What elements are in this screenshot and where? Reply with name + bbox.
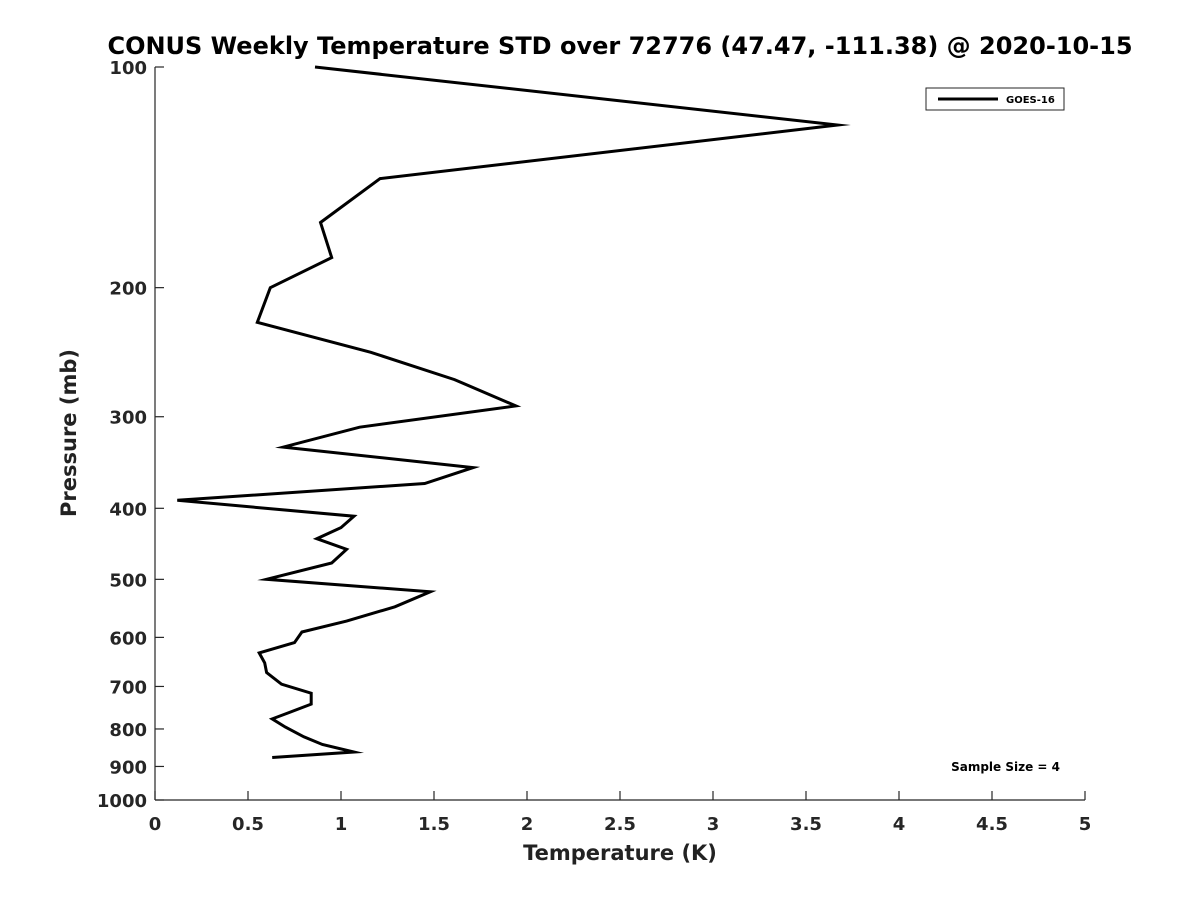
- x-tick-label: 4: [893, 814, 906, 835]
- x-tick-label: 0.5: [232, 814, 264, 835]
- y-tick-label: 500: [109, 570, 147, 591]
- x-tick-label: 5: [1079, 814, 1092, 835]
- series-line-goes-16: [177, 65, 851, 759]
- x-ticks: 0 0.5 1 1.5 2 2.5 3 3.5 4 4.5 5: [149, 791, 1092, 835]
- y-tick-label: 1000: [97, 791, 147, 812]
- y-tick-label: 300: [109, 408, 147, 429]
- legend-entry-goes-16: GOES-16: [1006, 95, 1055, 106]
- x-tick-label: 4.5: [976, 814, 1008, 835]
- x-tick-label: 1.5: [418, 814, 450, 835]
- y-tick-label: 800: [109, 720, 147, 741]
- y-tick-label: 900: [109, 757, 147, 778]
- series-layer: [177, 65, 851, 759]
- x-tick-label: 2: [521, 814, 534, 835]
- y-tick-label: 200: [109, 279, 147, 300]
- y-ticks: 100 200 300 400 500 600 700 800 900 1000: [97, 58, 164, 812]
- sample-size-annotation: Sample Size = 4: [951, 760, 1060, 774]
- y-axis-label: Pressure (mb): [57, 349, 81, 517]
- x-tick-label: 0: [149, 814, 162, 835]
- y-tick-label: 400: [109, 499, 147, 520]
- y-tick-label: 700: [109, 677, 147, 698]
- y-tick-label: 600: [109, 628, 147, 649]
- y-tick-label: 100: [109, 58, 147, 79]
- chart-title: CONUS Weekly Temperature STD over 72776 …: [107, 32, 1132, 60]
- legend: GOES-16: [925, 87, 1065, 111]
- axes: [154, 67, 1085, 801]
- x-axis-label: Temperature (K): [523, 841, 717, 865]
- x-tick-label: 3: [707, 814, 720, 835]
- x-tick-label: 2.5: [604, 814, 636, 835]
- x-tick-label: 3.5: [790, 814, 822, 835]
- x-tick-label: 1: [335, 814, 348, 835]
